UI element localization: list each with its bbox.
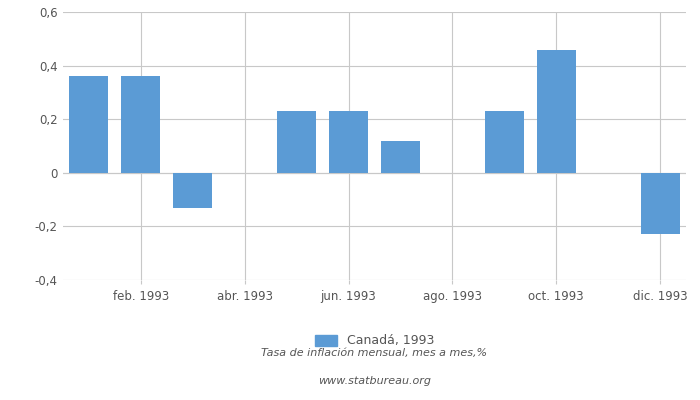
Text: www.statbureau.org: www.statbureau.org xyxy=(318,376,431,386)
Bar xyxy=(485,111,524,173)
Legend: Canadá, 1993: Canadá, 1993 xyxy=(314,334,435,348)
Text: Tasa de inflación mensual, mes a mes,%: Tasa de inflación mensual, mes a mes,% xyxy=(261,348,488,358)
Bar xyxy=(329,111,368,173)
Bar xyxy=(381,141,420,173)
Bar xyxy=(277,111,316,173)
Bar xyxy=(537,50,575,173)
Bar xyxy=(174,173,212,208)
Bar xyxy=(640,173,680,234)
Bar xyxy=(69,76,108,173)
Bar xyxy=(121,76,160,173)
